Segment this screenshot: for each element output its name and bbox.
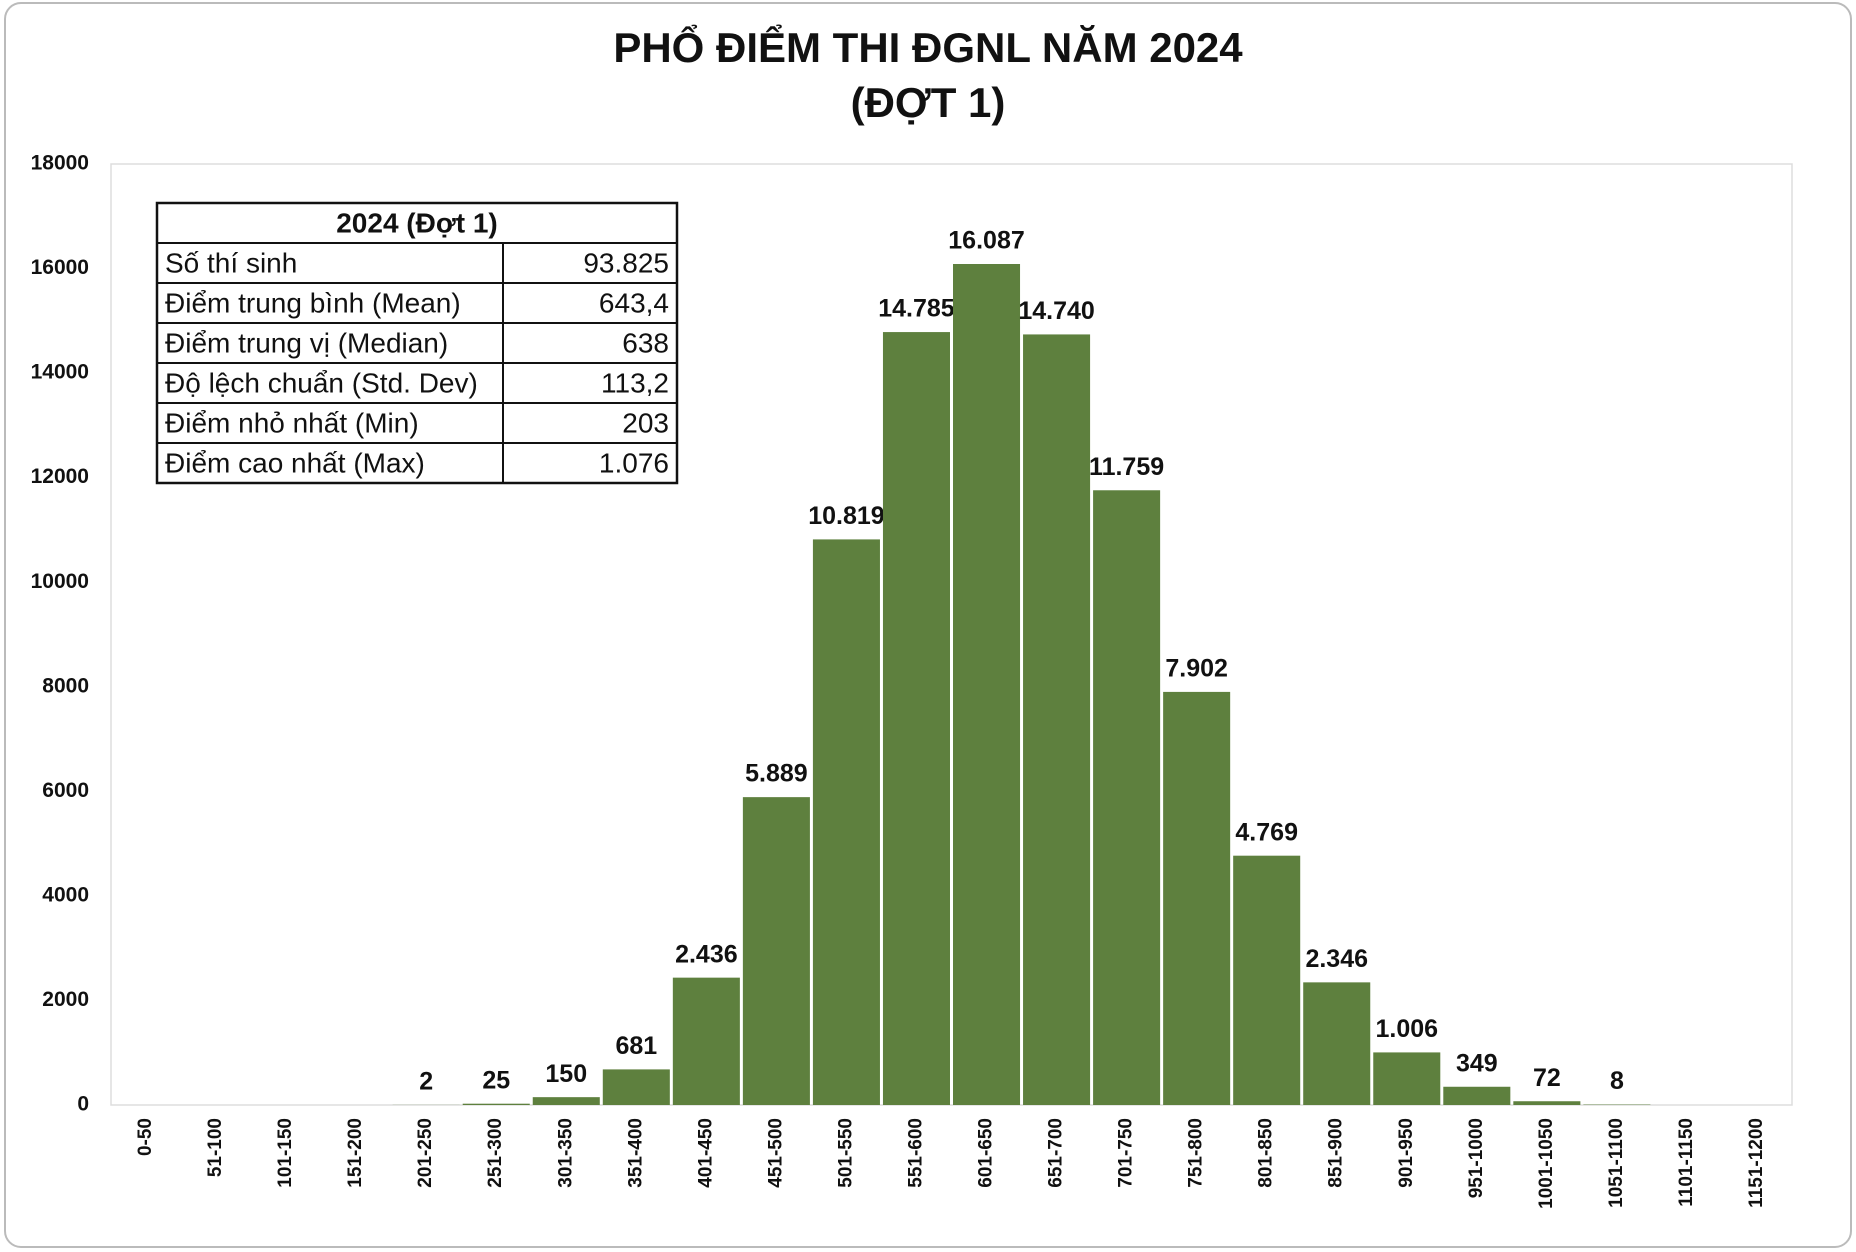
x-tick-label: 151-200	[345, 1118, 366, 1188]
y-tick-label: 2000	[42, 988, 89, 1011]
data-label: 681	[615, 1032, 657, 1060]
data-label: 72	[1533, 1064, 1561, 1092]
x-tick-label: 601-650	[976, 1118, 997, 1188]
x-tick-label: 1151-1200	[1746, 1118, 1767, 1208]
x-tick-label: 951-1000	[1466, 1118, 1487, 1198]
x-tick-label: 501-550	[835, 1118, 856, 1188]
table-cell-label: Điểm trung bình (Mean)	[165, 287, 461, 318]
x-tick-label: 851-900	[1326, 1118, 1347, 1188]
x-tick-label: 351-400	[625, 1118, 646, 1188]
bar	[882, 332, 950, 1105]
data-label: 4.769	[1235, 818, 1298, 846]
data-label: 8	[1610, 1067, 1624, 1095]
table-title: 2024 (Đợt 1)	[336, 207, 498, 238]
x-tick-label: 1101-1150	[1676, 1118, 1697, 1207]
data-label: 14.740	[1018, 297, 1094, 325]
x-tick-label: 401-450	[695, 1118, 716, 1188]
x-tick-label: 801-850	[1256, 1118, 1277, 1188]
x-tick-label: 0-50	[135, 1118, 156, 1156]
data-label: 14.785	[878, 295, 955, 323]
bar	[1303, 982, 1371, 1105]
data-label: 150	[545, 1060, 587, 1088]
table-cell-label: Điểm cao nhất (Max)	[165, 447, 425, 478]
chart-subtitle: (ĐỢT 1)	[851, 79, 1006, 126]
bar	[953, 264, 1021, 1105]
data-label: 2	[419, 1068, 433, 1096]
bar	[1233, 855, 1301, 1105]
y-tick-label: 12000	[31, 465, 89, 488]
table-cell-value: 113,2	[601, 367, 669, 398]
x-tick-label: 651-700	[1046, 1118, 1067, 1188]
x-tick-label: 101-150	[275, 1118, 296, 1188]
y-tick-label: 0	[77, 1093, 89, 1116]
x-tick-label: 301-350	[555, 1118, 576, 1188]
y-tick-label: 18000	[31, 152, 89, 175]
bar	[1093, 490, 1161, 1105]
table-cell-value: 93.825	[583, 247, 669, 278]
bar	[672, 977, 740, 1105]
x-tick-label: 701-750	[1116, 1118, 1137, 1188]
chart-title: PHỔ ĐIỂM THI ĐGNL NĂM 2024	[613, 22, 1243, 71]
table-border	[155, 201, 679, 485]
bar	[532, 1097, 600, 1105]
bar	[812, 539, 880, 1105]
table-cell-value: 203	[622, 407, 669, 438]
x-tick-label: 901-950	[1396, 1118, 1417, 1188]
x-tick-label: 551-600	[905, 1118, 926, 1188]
y-tick-label: 16000	[31, 256, 89, 279]
y-tick-label: 8000	[42, 674, 89, 697]
data-label: 349	[1456, 1049, 1498, 1077]
table-cell-label: Độ lệch chuẩn (Std. Dev)	[165, 367, 478, 398]
bar	[742, 797, 810, 1105]
table-cell-value: 643,4	[599, 287, 669, 318]
bar	[1513, 1101, 1581, 1105]
table-cell-label: Điểm nhỏ nhất (Min)	[165, 407, 419, 438]
bar	[1163, 691, 1231, 1105]
data-label: 7.902	[1165, 655, 1228, 683]
data-label: 16.087	[948, 227, 1024, 255]
bar	[602, 1069, 670, 1105]
y-tick-label: 10000	[31, 570, 89, 593]
data-label: 2.346	[1305, 945, 1368, 973]
x-tick-label: 251-300	[485, 1118, 506, 1188]
y-tick-label: 14000	[31, 361, 89, 384]
table-cell-label: Số thí sinh	[165, 247, 297, 278]
data-label: 10.819	[808, 502, 884, 530]
table-cell-value: 1.076	[599, 447, 669, 478]
bar	[462, 1103, 530, 1105]
bar	[1373, 1052, 1441, 1105]
y-tick-label: 4000	[42, 883, 89, 906]
data-label: 5.889	[745, 760, 808, 788]
table-cell-label: Điểm trung vị (Median)	[165, 327, 448, 358]
x-tick-label: 751-800	[1186, 1118, 1207, 1188]
data-label: 25	[482, 1066, 510, 1094]
x-tick-label: 201-250	[415, 1118, 436, 1188]
table-cell-value: 638	[622, 327, 669, 358]
bar	[1023, 334, 1091, 1106]
x-tick-label: 1001-1050	[1536, 1118, 1557, 1209]
x-tick-label: 1051-1100	[1606, 1118, 1627, 1208]
bar	[1443, 1086, 1511, 1105]
data-label: 1.006	[1375, 1015, 1438, 1043]
y-tick-label: 6000	[42, 779, 89, 802]
x-tick-label: 51-100	[205, 1118, 226, 1177]
x-tick-label: 451-500	[765, 1118, 786, 1188]
data-label: 2.436	[675, 940, 738, 968]
data-label: 11.759	[1089, 453, 1164, 481]
